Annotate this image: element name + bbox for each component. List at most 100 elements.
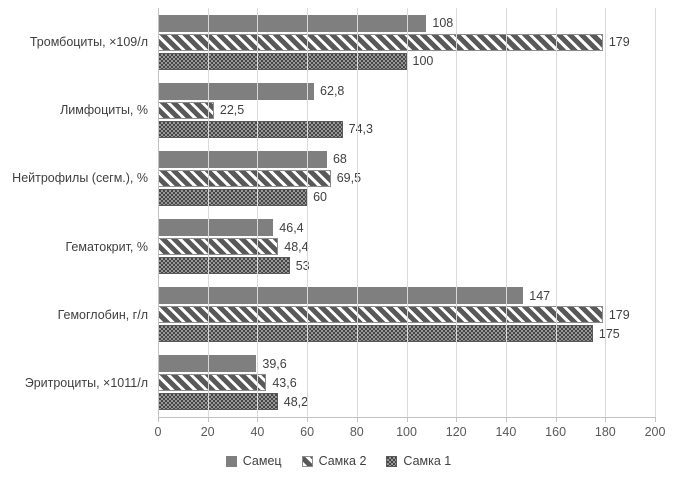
bar-row: 179: [158, 33, 655, 51]
legend-swatch-dotted-icon: [386, 455, 398, 467]
legend-swatch-solid-icon: [225, 455, 237, 467]
bar-row: 48,4: [158, 238, 655, 256]
category-label: Эритроциты, ×1011/л: [24, 375, 148, 390]
x-axis-tickmark: [356, 417, 358, 422]
bar-value-label: 46,4: [279, 220, 304, 235]
bar-dotted: [158, 120, 343, 138]
plot-area: 108 179 100 62,8 22,5 74,3 68 69,5 60 46,4 48,4 53 1…: [158, 8, 656, 422]
bar-striped: [158, 374, 267, 392]
gridline: [406, 8, 408, 417]
gridline: [605, 8, 607, 417]
legend-label: Самка 1: [403, 454, 452, 468]
x-axis-tickmark: [158, 417, 159, 422]
bar-dotted: [158, 325, 593, 343]
bar-striped: [158, 238, 279, 256]
bar-value-label: 43,6: [272, 375, 297, 390]
x-tick-label: 180: [594, 425, 616, 439]
bar-solid: [158, 82, 315, 100]
x-tick-label: 100: [396, 425, 417, 439]
bar-value-label: 179: [608, 35, 630, 50]
bar-dotted: [158, 257, 290, 275]
category-label: Гематокрит, %: [65, 239, 149, 254]
bar-solid: [158, 219, 274, 237]
gridline: [505, 8, 507, 417]
bar-dotted: [158, 188, 308, 206]
bar-value-label: 69,5: [336, 171, 362, 186]
gridline: [257, 8, 259, 417]
x-axis-tickmark: [605, 417, 607, 422]
bar-value-label: 74,3: [348, 122, 373, 137]
bar-row: 46,4: [158, 219, 655, 237]
legend-swatch-striped-icon: [301, 455, 313, 467]
bar-striped: [158, 169, 331, 187]
bar-group: 62,8 22,5 74,3: [158, 76, 655, 144]
bar-dotted: [158, 393, 278, 411]
legend: Самец Самка 2 Самка 1: [0, 454, 677, 468]
bar-value-label: 48,2: [283, 394, 309, 409]
gridline: [207, 8, 209, 417]
x-tick-label: 200: [644, 425, 666, 439]
bar-row: 53: [158, 257, 655, 275]
bar-group: 147 179 175: [158, 281, 655, 349]
bar-row: 74,3: [158, 120, 655, 138]
bar-group: 68 69,5 60: [158, 144, 655, 212]
bar-solid: [158, 287, 524, 305]
legend-item-samets: Самец: [225, 454, 282, 468]
bar-value-label: 53: [295, 258, 310, 273]
bar-value-label: 68: [332, 152, 347, 167]
category-label: Гемоглобин, г/л: [57, 307, 148, 322]
legend-item-samka1: Самка 1: [386, 454, 451, 468]
bar-row: 69,5: [158, 169, 655, 187]
legend-label: Самец: [242, 454, 282, 468]
bar-row: 48,2: [158, 393, 655, 411]
x-tick-label: 160: [545, 425, 567, 439]
gridline: [655, 8, 656, 417]
y-axis-line: [158, 8, 159, 417]
bar-row: 43,6: [158, 374, 655, 392]
x-axis-tickmark: [655, 417, 656, 422]
bar-group: 39,6 43,6 48,2: [158, 349, 655, 417]
x-axis-tickmark: [207, 417, 209, 422]
x-tick-label: 140: [495, 425, 517, 439]
bar-value-label: 62,8: [320, 84, 345, 99]
x-axis-tickmark: [257, 417, 259, 422]
bar-row: 60: [158, 188, 655, 206]
x-tick-label: 120: [445, 425, 467, 439]
legend-item-samka2: Самка 2: [301, 454, 367, 468]
bar-value-label: 108: [432, 16, 454, 31]
bar-value-label: 179: [608, 307, 630, 322]
bar-value-label: 48,4: [284, 239, 309, 254]
gridline: [555, 8, 557, 417]
bar-row: 147: [158, 287, 655, 305]
bar-solid: [158, 150, 327, 168]
category-label: Нейтрофилы (сегм.), %: [12, 171, 148, 186]
bar-striped: [158, 306, 603, 324]
bar-groups: 108 179 100 62,8 22,5 74,3 68 69,5 60 46,4 48,4 53 1…: [158, 8, 655, 417]
bar-value-label: 22,5: [219, 103, 245, 118]
legend-label: Самка 2: [318, 454, 367, 468]
x-axis-tickmark: [555, 417, 557, 422]
bar-solid: [158, 355, 257, 373]
x-axis-tickmark: [505, 417, 507, 422]
bar-solid: [158, 14, 427, 32]
bar-value-label: 60: [313, 190, 327, 205]
x-axis-tick-labels: 0 20 40 60 80 100 120 140 160 180 200: [154, 425, 666, 441]
bar-row: 108: [158, 14, 655, 32]
bar-striped: [158, 33, 603, 51]
x-tick-label: 40: [250, 425, 265, 439]
x-tick-label: 0: [154, 425, 162, 439]
bar-value-label: 147: [529, 288, 551, 303]
x-axis-tickmark: [456, 417, 458, 422]
category-axis-labels: Тромбоциты, ×109/л Лимфоциты, % Нейтрофилы…: [0, 8, 148, 417]
x-tick-label: 60: [300, 425, 315, 439]
bar-row: 68: [158, 150, 655, 168]
bar-value-label: 175: [598, 326, 620, 341]
x-axis-tickmark: [307, 417, 309, 422]
x-tick-label: 20: [200, 425, 215, 439]
bar-row: 179: [158, 306, 655, 324]
bar-value-label: 100: [412, 54, 434, 69]
bar-group: 46,4 48,4 53: [158, 213, 655, 281]
bar-striped: [158, 101, 214, 119]
category-label: Тромбоциты, ×109/л: [29, 35, 148, 50]
gridline: [356, 8, 358, 417]
